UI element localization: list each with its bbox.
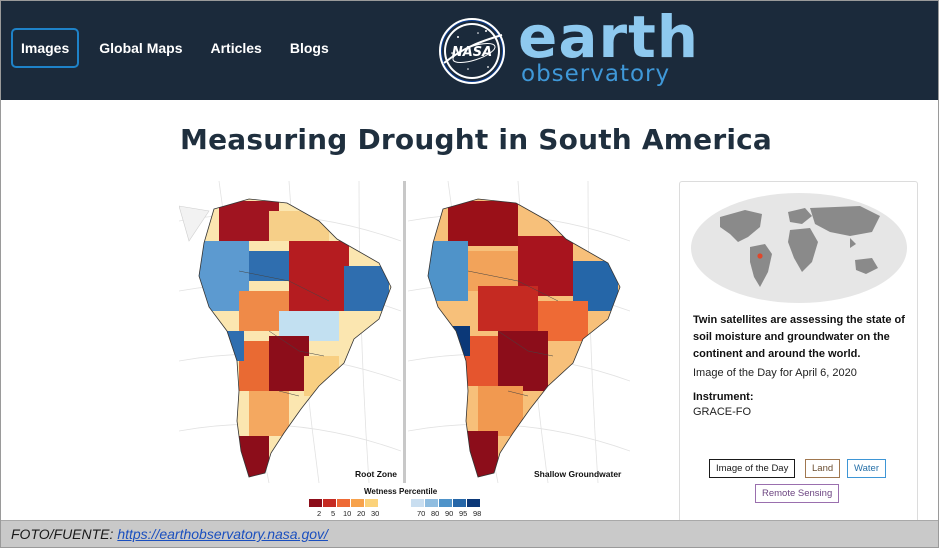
legend-swatch-dry-4 [351, 499, 364, 507]
legend-swatch-dry-5 [365, 499, 378, 507]
legend-swatch-dry-1 [309, 499, 322, 507]
legend-swatch-wet-5 [467, 499, 480, 507]
legend-swatch-wet-4 [453, 499, 466, 507]
legend-tick-dry-1: 2 [317, 509, 322, 518]
brand-name-bottom: observatory [521, 61, 671, 87]
site-logo[interactable]: NASA earth observatory [438, 3, 698, 93]
root-zone-map-graphic [179, 181, 401, 483]
site-header: Images Global Maps Articles Blogs NASA e… [1, 1, 938, 100]
legend-tick-dry-2: 5 [331, 509, 336, 518]
credit-link[interactable]: https://earthobservatory.nasa.gov/ [117, 526, 328, 542]
instrument-label: Instrument: [693, 391, 754, 403]
nav-item-global-maps[interactable]: Global Maps [99, 40, 183, 56]
nasa-wordmark: NASA [452, 45, 492, 60]
legend-tick-dry-3: 10 [343, 509, 352, 518]
legend-tick-dry-4: 20 [357, 509, 366, 518]
brand-name-top: earth [518, 3, 700, 71]
tag-remote-sensing[interactable]: Remote Sensing [755, 484, 840, 503]
map-root-zone: Root Zone [179, 181, 401, 483]
nav-item-blogs[interactable]: Blogs [289, 40, 329, 56]
image-description: Twin satellites are assessing the state … [693, 314, 905, 360]
legend-tick-wet-3: 90 [445, 509, 454, 518]
legend-swatch-dry-2 [323, 499, 336, 507]
tag-land[interactable]: Land [805, 459, 841, 478]
legend-title: Wetness Percentile [364, 487, 438, 496]
tag-water[interactable]: Water [847, 459, 886, 478]
map-shallow-groundwater: Shallow Groundwater [408, 181, 630, 483]
image-date: Image of the Day for April 6, 2020 [693, 367, 857, 379]
map-caption-root-zone: Root Zone [355, 469, 398, 479]
credit-prefix: FOTO/FUENTE: [11, 526, 118, 542]
legend-tick-wet-4: 95 [459, 509, 468, 518]
legend-swatch-dry-3 [337, 499, 350, 507]
main-nav: Images Global Maps Articles Blogs [11, 28, 349, 68]
instrument-value: GRACE-FO [693, 406, 752, 418]
page-title: Measuring Drought in South America [180, 123, 773, 156]
legend-tick-dry-5: 30 [371, 509, 380, 518]
map-divider [403, 181, 406, 483]
shallow-groundwater-map-graphic [408, 181, 630, 483]
drought-maps-image[interactable]: Root Zone [179, 181, 631, 518]
nasa-meatball-icon: NASA [439, 18, 505, 84]
legend-tick-wet-2: 80 [431, 509, 440, 518]
legend-swatch-wet-3 [439, 499, 452, 507]
tag-image-of-the-day[interactable]: Image of the Day [709, 459, 796, 478]
image-info-card: Twin satellites are assessing the state … [679, 181, 918, 526]
legend-tick-wet-1: 70 [417, 509, 426, 518]
legend-swatch-wet-2 [425, 499, 438, 507]
map-caption-shallow-groundwater: Shallow Groundwater [534, 469, 622, 479]
legend-tick-wet-5: 98 [473, 509, 482, 518]
photo-credit-bar: FOTO/FUENTE: https://earthobservatory.na… [1, 520, 938, 547]
legend-swatch-wet-1 [411, 499, 424, 507]
location-marker [757, 253, 763, 259]
world-locator-map [691, 193, 907, 303]
nav-item-images[interactable]: Images [11, 28, 80, 68]
map-legend: Wetness Percentile 2 5 10 20 30 70 80 90 95 98 [309, 487, 509, 519]
nav-item-articles[interactable]: Articles [210, 40, 262, 56]
